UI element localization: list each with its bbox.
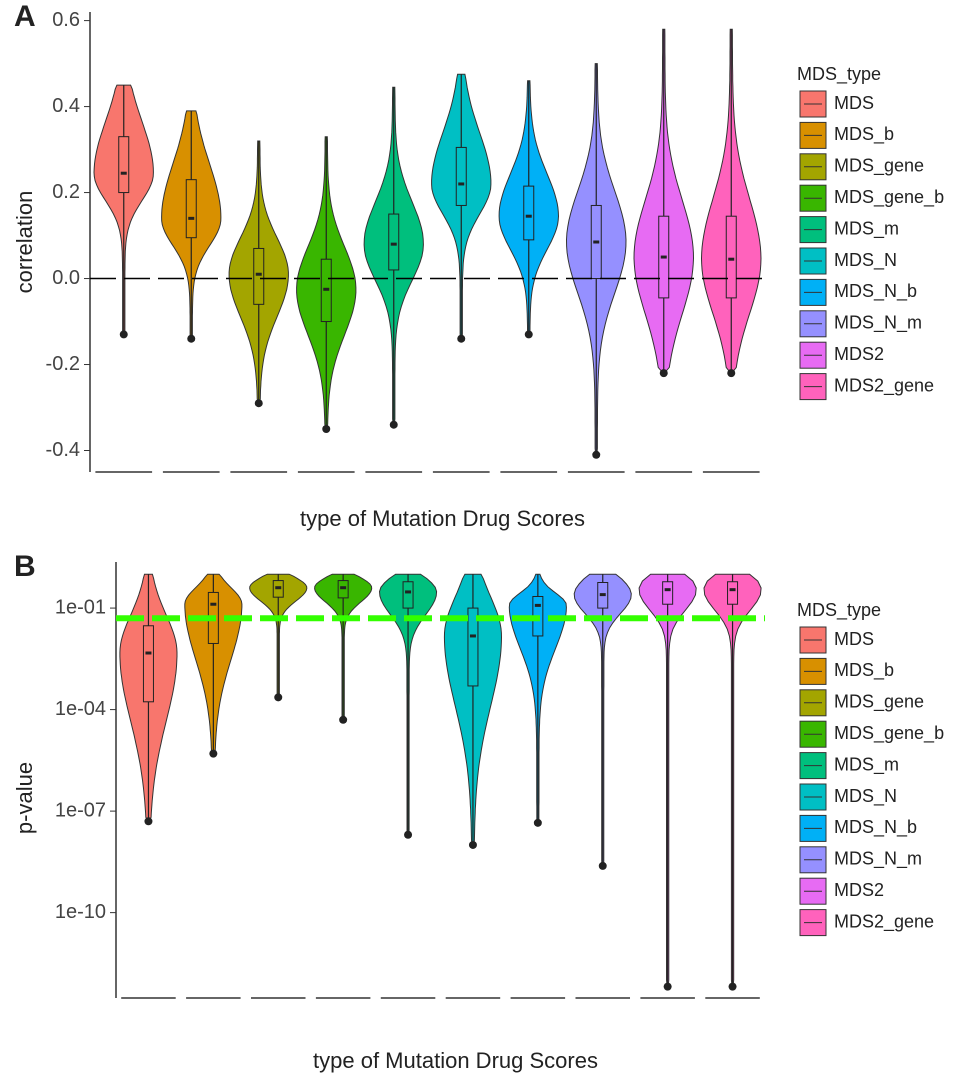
legend-label: MDS_N_b [834, 817, 917, 838]
legend-label: MDS_b [834, 660, 894, 681]
legend-label: MDS_b [834, 124, 894, 145]
legend-label: MDS_m [834, 754, 899, 775]
box [467, 607, 479, 687]
legend-label: MDS_gene_b [834, 187, 944, 208]
legend-label: MDS [834, 629, 874, 649]
whisker-end [524, 330, 533, 339]
whisker-end [659, 369, 668, 378]
legend-label: MDS_gene [834, 156, 924, 177]
whisker-end [663, 982, 672, 991]
legend-label: MDS2 [834, 880, 884, 900]
box [118, 136, 130, 194]
y-axis-label: p-value [12, 762, 37, 834]
legend-label: MDS2 [834, 344, 884, 364]
whisker-end [468, 840, 477, 849]
y-tick-label: 1e-01 [55, 596, 106, 618]
box [337, 580, 349, 599]
x-axis-label: type of Mutation Drug Scores [300, 506, 585, 531]
box [662, 581, 674, 605]
legend-label: MDS2_gene [834, 911, 934, 932]
y-tick-label: 0.2 [52, 181, 80, 203]
whisker-end [339, 715, 348, 724]
y-tick-label: 1e-07 [55, 799, 106, 821]
y-tick-label: 0.0 [52, 267, 80, 289]
box [402, 581, 414, 609]
whisker-end [187, 334, 196, 343]
box [523, 185, 535, 241]
whisker-end [144, 817, 153, 826]
y-tick-label: -0.2 [46, 353, 80, 375]
legend-label: MDS2_gene [834, 375, 934, 396]
legend-label: MDS_N_m [834, 313, 922, 334]
legend-title: MDS_type [797, 600, 881, 621]
y-tick-label: 1e-10 [55, 901, 106, 923]
whisker-end [274, 693, 283, 702]
whisker-end [209, 749, 218, 758]
legend-label: MDS_N [834, 786, 897, 807]
panel-label: A [14, 0, 36, 33]
whisker-end [119, 330, 128, 339]
box [727, 581, 739, 605]
legend-label: MDS_gene [834, 692, 924, 713]
legend-label: MDS [834, 93, 874, 113]
box [253, 247, 265, 305]
y-tick-label: 0.6 [52, 9, 80, 31]
legend-title: MDS_type [797, 64, 881, 85]
y-tick-label: -0.4 [46, 439, 80, 461]
whisker-end [728, 982, 737, 991]
box [455, 146, 467, 206]
panel-label: B [14, 550, 36, 583]
box [388, 213, 400, 271]
x-axis-label: type of Mutation Drug Scores [313, 1048, 598, 1073]
legend-label: MDS_gene_b [834, 723, 944, 744]
whisker-end [322, 425, 331, 434]
whisker-end [533, 818, 542, 827]
y-axis-label: correlation [12, 191, 37, 294]
box [185, 179, 197, 239]
whisker-end [254, 399, 263, 408]
legend-label: MDS_N_m [834, 849, 922, 870]
whisker-end [404, 830, 413, 839]
box [142, 625, 154, 703]
whisker-end [592, 450, 601, 459]
legend-label: MDS_N_b [834, 281, 917, 302]
whisker-end [598, 861, 607, 870]
whisker-end [727, 369, 736, 378]
legend-label: MDS_N [834, 250, 897, 271]
box [725, 215, 737, 299]
whisker-end [457, 334, 466, 343]
y-tick-label: 1e-04 [55, 698, 106, 720]
whisker-end [389, 420, 398, 429]
legend-label: MDS_m [834, 218, 899, 239]
y-tick-label: 0.4 [52, 95, 80, 117]
